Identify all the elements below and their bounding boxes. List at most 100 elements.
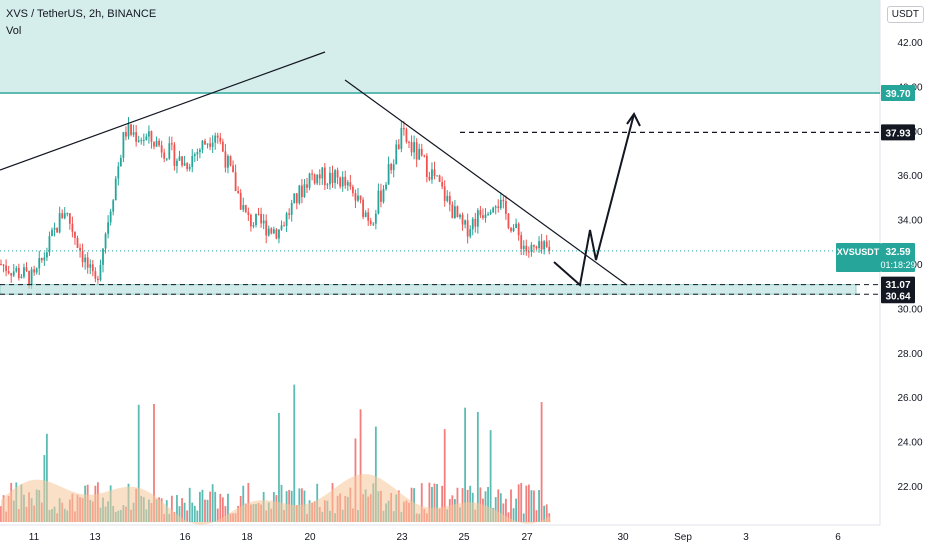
candle bbox=[117, 166, 120, 179]
support-zone[interactable] bbox=[0, 284, 857, 295]
volume-bar bbox=[517, 484, 520, 522]
volume-bar bbox=[191, 502, 194, 522]
candle bbox=[244, 204, 247, 213]
candle bbox=[364, 212, 367, 217]
price-tick: 28.00 bbox=[897, 349, 922, 360]
zone-top-label-bg bbox=[881, 85, 915, 102]
candle bbox=[232, 165, 234, 173]
candle bbox=[81, 250, 84, 263]
candle bbox=[7, 271, 10, 274]
time-tick: 3 bbox=[743, 532, 749, 543]
volume-bar bbox=[433, 483, 436, 522]
candle bbox=[515, 223, 517, 229]
symbol-tag-bg bbox=[836, 243, 881, 272]
volume-bar bbox=[46, 433, 48, 522]
symbol-label: XVSUSDT bbox=[837, 247, 880, 257]
volume-bar bbox=[204, 499, 206, 522]
volume-bar bbox=[0, 506, 2, 522]
candle bbox=[104, 233, 107, 249]
volume-bar bbox=[507, 512, 510, 522]
candle bbox=[339, 177, 342, 187]
target-label: 37.93 bbox=[885, 128, 910, 139]
time-axis[interactable]: 11 13 16 18 20 23 25 27 30 Sep 3 6 bbox=[29, 532, 841, 543]
candle bbox=[252, 225, 255, 227]
volume-bar bbox=[436, 484, 438, 522]
candle bbox=[306, 184, 308, 188]
candle bbox=[512, 228, 515, 232]
candle bbox=[293, 193, 296, 204]
candle bbox=[540, 241, 543, 250]
candle bbox=[538, 241, 540, 249]
volume-bar bbox=[545, 504, 548, 522]
candle bbox=[214, 135, 217, 143]
candle bbox=[397, 144, 400, 149]
candle bbox=[494, 206, 497, 208]
candle bbox=[204, 140, 206, 145]
candle bbox=[316, 174, 319, 184]
candle bbox=[280, 225, 283, 230]
candle bbox=[288, 213, 291, 215]
candle bbox=[186, 163, 189, 169]
candle bbox=[283, 225, 285, 227]
price-tick: 30.00 bbox=[897, 304, 922, 315]
candle bbox=[196, 152, 199, 155]
candle bbox=[160, 145, 163, 153]
candle bbox=[165, 158, 168, 160]
candle bbox=[352, 186, 354, 194]
candle bbox=[410, 142, 413, 153]
volume-bar bbox=[247, 483, 250, 522]
candle bbox=[150, 131, 153, 142]
price-tick: 34.00 bbox=[897, 216, 922, 227]
candle bbox=[326, 184, 329, 186]
candle bbox=[479, 210, 482, 216]
candle bbox=[466, 220, 469, 237]
candle bbox=[183, 163, 186, 166]
volume-bar bbox=[512, 508, 515, 522]
volume-bar bbox=[499, 493, 502, 522]
candle bbox=[257, 213, 260, 215]
volume-bar bbox=[374, 426, 377, 522]
candle bbox=[140, 140, 143, 142]
price-tick: 26.00 bbox=[897, 393, 922, 404]
candle bbox=[260, 213, 262, 224]
candle bbox=[311, 173, 313, 175]
volume-bar bbox=[181, 498, 183, 522]
volume-bar bbox=[527, 484, 530, 522]
candle bbox=[137, 140, 140, 142]
candle bbox=[63, 213, 66, 219]
volume-bar bbox=[505, 498, 507, 522]
volume-bar bbox=[183, 502, 186, 522]
candle bbox=[428, 177, 431, 180]
candle bbox=[255, 213, 257, 226]
candle bbox=[362, 199, 364, 217]
candle bbox=[68, 213, 71, 224]
candle bbox=[262, 220, 265, 224]
candle bbox=[295, 193, 298, 204]
candle bbox=[408, 141, 410, 143]
candle bbox=[97, 278, 99, 281]
candle bbox=[56, 227, 58, 233]
volume-bar bbox=[543, 505, 546, 522]
candle bbox=[25, 267, 28, 271]
candle bbox=[341, 176, 344, 187]
candle bbox=[275, 229, 278, 239]
candle bbox=[61, 213, 64, 219]
volume-bar bbox=[219, 493, 222, 522]
candle bbox=[423, 155, 426, 157]
candle bbox=[278, 229, 280, 239]
volume-bar bbox=[196, 510, 199, 522]
ascending-trendline[interactable] bbox=[0, 51, 326, 171]
projection-path[interactable] bbox=[553, 113, 635, 287]
candle bbox=[23, 267, 25, 277]
candle bbox=[71, 223, 74, 232]
candle bbox=[334, 170, 336, 183]
price-tick: 22.00 bbox=[897, 482, 922, 493]
currency-button[interactable]: USDT bbox=[886, 6, 924, 23]
candle bbox=[114, 178, 117, 201]
candle bbox=[142, 139, 145, 141]
drawings-layer[interactable] bbox=[0, 51, 880, 295]
candle bbox=[349, 182, 352, 187]
candle bbox=[130, 124, 132, 135]
volume-bar bbox=[464, 407, 466, 522]
